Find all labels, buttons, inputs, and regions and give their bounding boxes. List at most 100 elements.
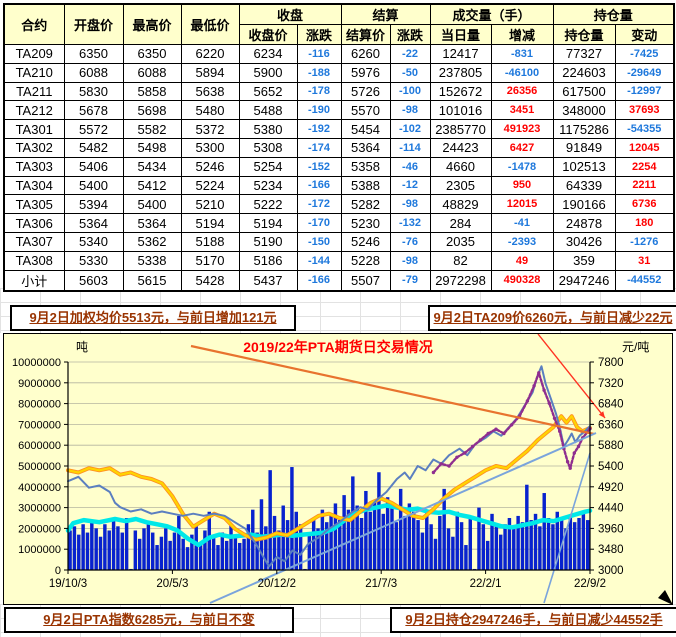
value-cell[interactable]: 5488 [238,100,298,121]
value-cell[interactable]: 2211 [614,175,675,196]
group-header[interactable]: 收盘 [238,3,342,25]
value-cell[interactable]: 5364 [340,137,391,158]
value-cell[interactable]: 5603 [63,269,124,292]
value-cell[interactable]: 5400 [122,194,182,215]
value-cell[interactable]: -192 [296,119,342,139]
value-cell[interactable]: 5188 [180,231,240,252]
column-header[interactable]: 最低价 [180,3,240,45]
value-cell[interactable]: 5615 [122,269,182,292]
value-cell[interactable]: 348000 [552,100,616,121]
value-cell[interactable]: 190166 [552,194,616,215]
value-cell[interactable]: -98 [389,194,431,215]
value-cell[interactable]: 5234 [238,175,298,196]
value-cell[interactable]: 64339 [552,175,616,196]
value-cell[interactable]: 48829 [429,194,492,215]
value-cell[interactable]: -172 [296,194,342,215]
sub-column-header[interactable]: 收盘价 [238,24,298,45]
value-cell[interactable]: -2393 [490,231,554,252]
value-cell[interactable]: 5194 [180,213,240,233]
value-cell[interactable]: 5428 [180,269,240,292]
value-cell[interactable]: 37693 [614,100,675,121]
value-cell[interactable]: 359 [552,250,616,271]
contract-cell[interactable]: TA301 [3,119,65,139]
value-cell[interactable]: 5254 [238,156,298,177]
value-cell[interactable]: 5246 [340,231,391,252]
sub-column-header[interactable]: 涨跌 [296,24,342,45]
value-cell[interactable]: -50 [389,62,431,83]
column-header[interactable]: 合约 [3,3,65,45]
value-cell[interactable]: -22 [389,44,431,64]
value-cell[interactable]: 6234 [238,44,298,64]
value-cell[interactable]: -114 [389,137,431,158]
value-cell[interactable]: 30426 [552,231,616,252]
value-cell[interactable]: 5498 [122,137,182,158]
value-cell[interactable]: 617500 [552,81,616,102]
value-cell[interactable]: 5406 [63,156,124,177]
value-cell[interactable]: -41 [490,213,554,233]
uptrend-line[interactable] [209,432,597,604]
value-cell[interactable]: 5364 [122,213,182,233]
column-header[interactable]: 最高价 [122,3,182,45]
value-cell[interactable]: 5330 [63,250,124,271]
value-cell[interactable]: -98 [389,250,431,271]
value-cell[interactable]: 5190 [238,231,298,252]
value-cell[interactable]: -100 [389,81,431,102]
callout-leader-right[interactable] [543,452,591,604]
contract-cell[interactable]: TA212 [3,100,65,121]
value-cell[interactable]: 2254 [614,156,675,177]
value-cell[interactable]: 2972298 [429,269,492,292]
value-cell[interactable]: -144 [296,250,342,271]
value-cell[interactable]: 6350 [122,44,182,64]
value-cell[interactable]: 12045 [614,137,675,158]
value-cell[interactable]: -46 [389,156,431,177]
value-cell[interactable]: 91849 [552,137,616,158]
value-cell[interactable]: -116 [296,44,342,64]
value-cell[interactable]: -174 [296,137,342,158]
value-cell[interactable]: 152672 [429,81,492,102]
value-cell[interactable]: 12015 [490,194,554,215]
contract-cell[interactable]: 小计 [3,269,65,292]
value-cell[interactable]: 5698 [122,100,182,121]
group-header[interactable]: 结算 [340,3,431,25]
value-cell[interactable]: 82 [429,250,492,271]
value-cell[interactable]: -7425 [614,44,675,64]
value-cell[interactable]: 5412 [122,175,182,196]
value-cell[interactable]: 24423 [429,137,492,158]
value-cell[interactable]: -170 [296,213,342,233]
contract-cell[interactable]: TA308 [3,250,65,271]
value-cell[interactable]: 5482 [63,137,124,158]
value-cell[interactable]: 5638 [180,81,240,102]
callout-ta209-price[interactable]: 9月2日TA209价6260元，与前日减少22元 [428,305,676,331]
value-cell[interactable]: 6220 [180,44,240,64]
value-cell[interactable]: 1175286 [552,119,616,139]
contract-cell[interactable]: TA302 [3,137,65,158]
value-cell[interactable]: 5894 [180,62,240,83]
value-cell[interactable]: 2385770 [429,119,492,139]
value-cell[interactable]: 4660 [429,156,492,177]
contract-cell[interactable]: TA303 [3,156,65,177]
value-cell[interactable]: -12 [389,175,431,196]
value-cell[interactable]: -188 [296,62,342,83]
value-cell[interactable]: 5186 [238,250,298,271]
value-cell[interactable]: 26356 [490,81,554,102]
value-cell[interactable]: 5830 [63,81,124,102]
contract-cell[interactable]: TA304 [3,175,65,196]
value-cell[interactable]: 5338 [122,250,182,271]
value-cell[interactable]: 2947246 [552,269,616,292]
value-cell[interactable]: 5340 [63,231,124,252]
value-cell[interactable]: 5372 [180,119,240,139]
value-cell[interactable]: 6088 [63,62,124,83]
value-cell[interactable]: 5976 [340,62,391,83]
sub-column-header[interactable]: 当日量 [429,24,492,45]
value-cell[interactable]: 12417 [429,44,492,64]
value-cell[interactable]: -46100 [490,62,554,83]
callout-pta-index[interactable]: 9月2日PTA指数6285元，与前日不变 [4,607,294,633]
value-cell[interactable]: 5437 [238,269,298,292]
value-cell[interactable]: 5300 [180,137,240,158]
value-cell[interactable]: 5362 [122,231,182,252]
value-cell[interactable]: 77327 [552,44,616,64]
value-cell[interactable]: 5358 [340,156,391,177]
value-cell[interactable]: -54355 [614,119,675,139]
value-cell[interactable]: 102513 [552,156,616,177]
value-cell[interactable]: 6427 [490,137,554,158]
